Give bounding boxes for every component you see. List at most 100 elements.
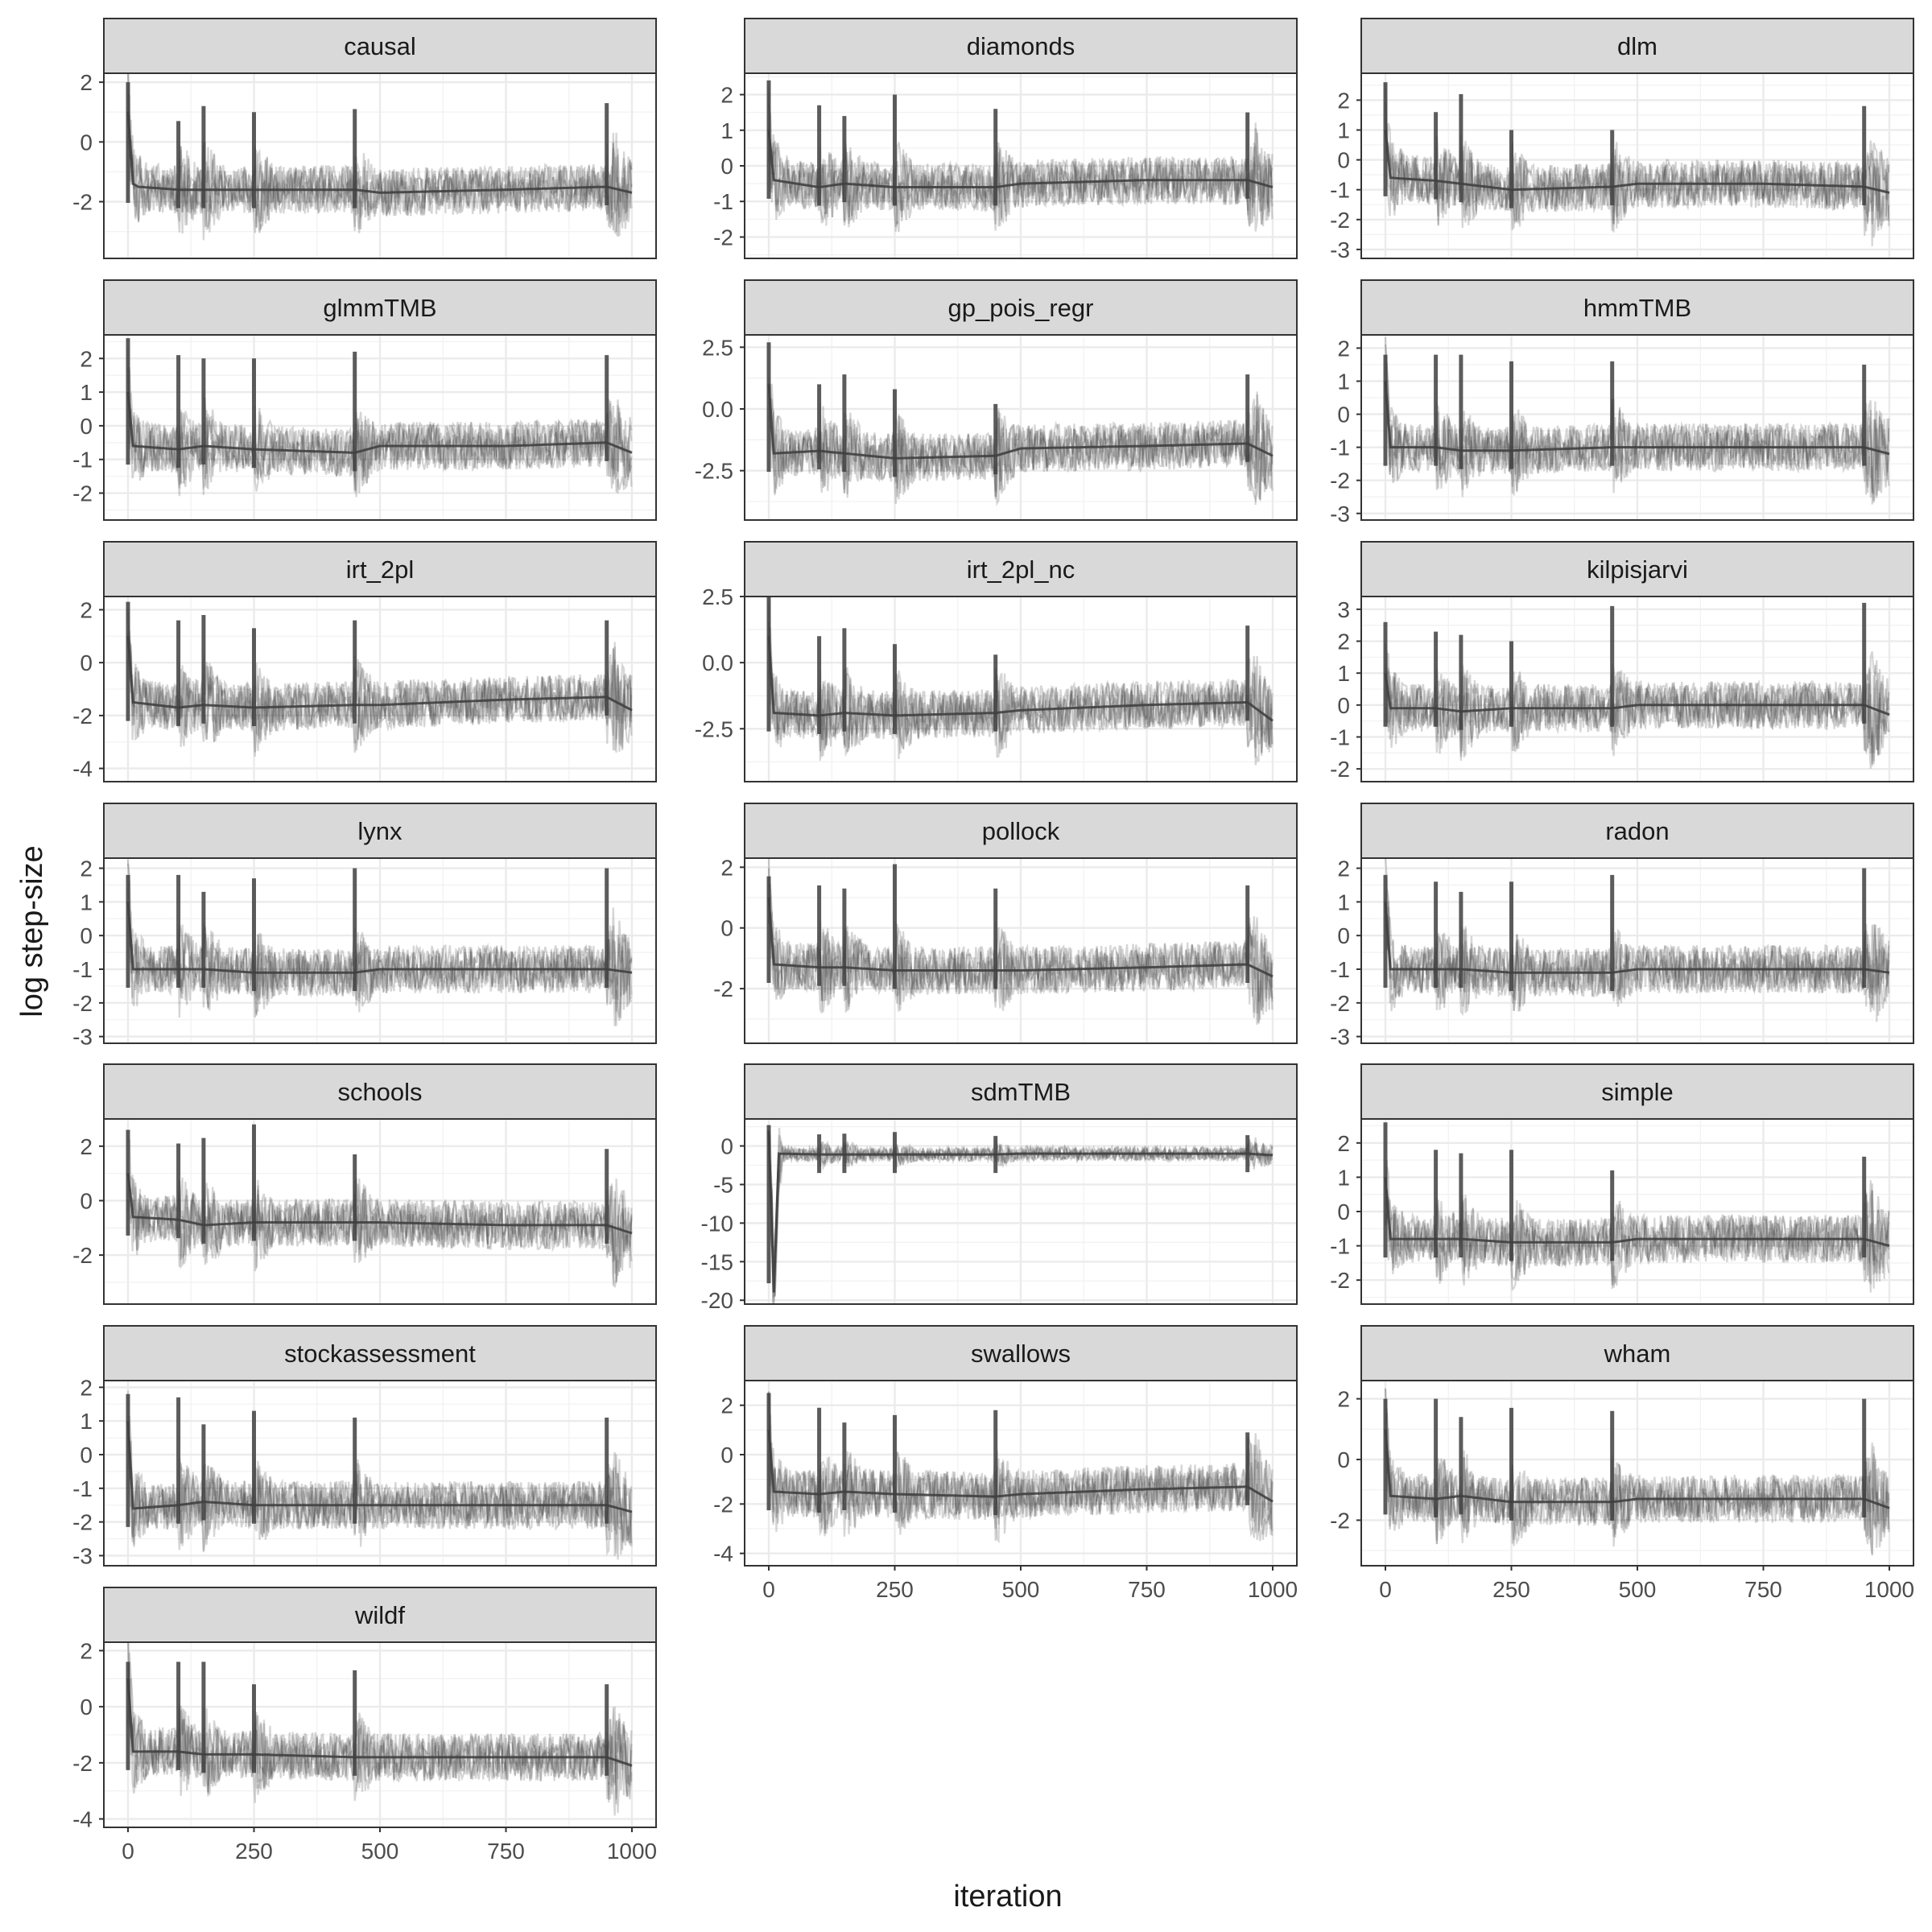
y-tick-label: 0	[80, 923, 93, 948]
y-tick-label: 2	[80, 857, 93, 881]
grid	[104, 1642, 656, 1827]
series-line	[126, 1177, 633, 1283]
series-line	[126, 630, 633, 753]
series-line	[767, 858, 1274, 1013]
facet-strip	[1360, 18, 1914, 74]
series-line	[126, 1430, 633, 1555]
series-median-line	[126, 636, 633, 712]
series-line	[126, 1665, 633, 1800]
y-tick-label: -20	[701, 1288, 733, 1313]
y-tick-label: 2	[80, 1134, 93, 1159]
grid	[104, 335, 656, 520]
facet-panel: irt_2pl_nc -2.5 0.0 2.5	[695, 541, 1298, 782]
series-line	[1385, 140, 1890, 229]
y-tick-label: -3	[1330, 237, 1350, 262]
series-line	[126, 640, 633, 748]
series-line	[767, 382, 1274, 503]
series-group	[766, 597, 1274, 766]
facet-strip	[103, 1325, 657, 1381]
facet-title: gp_pois_regr	[948, 294, 1094, 322]
series-group	[1383, 82, 1890, 246]
grid	[1361, 73, 1913, 258]
y-tick-label: 0	[1337, 402, 1350, 427]
series-median-line	[767, 1130, 1274, 1293]
series-line	[767, 603, 1274, 758]
facet-panel: hmmTMB -3 -2 -1 0 1 2	[1330, 279, 1914, 526]
y-tick-label: 1	[80, 380, 93, 405]
series-median-line	[1384, 381, 1890, 456]
facet-strip	[1360, 1063, 1914, 1120]
series-line	[1384, 83, 1890, 231]
series-group	[766, 1125, 1274, 1304]
y-tick-label: -15	[701, 1249, 733, 1274]
series-line	[767, 86, 1274, 233]
y-tick-label: -10	[701, 1211, 733, 1236]
y-tick-label: -5	[713, 1172, 733, 1197]
grid	[104, 858, 656, 1043]
facet-strip	[103, 18, 657, 74]
series-line	[768, 411, 1274, 505]
series-median-line	[126, 112, 633, 194]
y-tick-label: 2	[1337, 88, 1350, 113]
series-median-line	[767, 130, 1274, 189]
y-tick-label: -3	[72, 1543, 93, 1568]
series-line	[767, 1132, 1274, 1304]
x-tick-label: 1000	[1248, 1577, 1298, 1602]
series-median-line	[1384, 672, 1890, 716]
series-line	[1384, 906, 1890, 1017]
series-group	[1383, 1122, 1890, 1293]
x-tick-label: 500	[361, 1839, 399, 1864]
y-tick-label: -1	[72, 957, 93, 982]
y-tick-label: 2	[1337, 336, 1350, 361]
series-line	[767, 868, 1274, 1023]
series-group	[766, 80, 1274, 233]
facet-title: stockassessment	[284, 1340, 476, 1368]
facet-panel: wildf -4 -2 0 2 0 250 500 750 1000	[72, 1587, 657, 1864]
facet-title: kilpisjarvi	[1587, 555, 1688, 584]
series-line	[1384, 650, 1890, 758]
y-tick-label: -3	[1330, 502, 1350, 526]
series-group	[1383, 858, 1890, 1022]
y-tick-label: 0	[1337, 1199, 1350, 1224]
facet-panel: wham -2 0 2 0 250 500 750 1000	[1330, 1325, 1914, 1602]
series-line	[126, 1448, 633, 1545]
y-tick-label: 2	[1337, 857, 1350, 881]
panel-border	[744, 1118, 1298, 1305]
y-tick-label: -1	[1330, 178, 1350, 203]
series-line	[768, 394, 1274, 498]
series-line	[126, 115, 633, 233]
y-tick-label: 0	[80, 650, 93, 675]
series-group	[766, 342, 1274, 507]
facet-title: pollock	[982, 817, 1060, 845]
series-line	[126, 1430, 633, 1556]
series-line	[1384, 118, 1890, 236]
panel-border	[103, 1380, 657, 1567]
series-line	[1384, 1408, 1890, 1554]
series-median-line	[1384, 130, 1890, 194]
y-tick-label: 0	[80, 414, 93, 439]
y-tick-label: 0	[80, 1695, 93, 1719]
y-tick-label: 2	[80, 1375, 93, 1400]
facet-panel: radon -3 -2 -1 0 1 2	[1330, 803, 1914, 1050]
series-median-line	[767, 636, 1274, 722]
y-tick-label: -2	[1330, 991, 1350, 1016]
y-tick-label: -3	[72, 1025, 93, 1050]
series-group	[126, 338, 633, 497]
y-tick-label: 0	[720, 154, 733, 179]
series-median-line	[767, 897, 1274, 978]
series-group	[1383, 1388, 1890, 1556]
y-tick-label: 2	[720, 855, 733, 880]
facet-strip	[744, 1063, 1298, 1120]
panel-border	[103, 334, 657, 521]
x-tick-label: 500	[1002, 1577, 1040, 1602]
facet-strip	[103, 279, 657, 336]
y-tick-label: -4	[72, 1807, 93, 1832]
x-tick-label: 500	[1619, 1577, 1657, 1602]
series-line	[767, 910, 1274, 1024]
y-tick-label: -2	[713, 225, 733, 250]
x-tick-label: 0	[1379, 1577, 1392, 1602]
series-line	[1384, 122, 1890, 246]
series-line	[767, 383, 1274, 507]
series-line	[767, 104, 1274, 231]
